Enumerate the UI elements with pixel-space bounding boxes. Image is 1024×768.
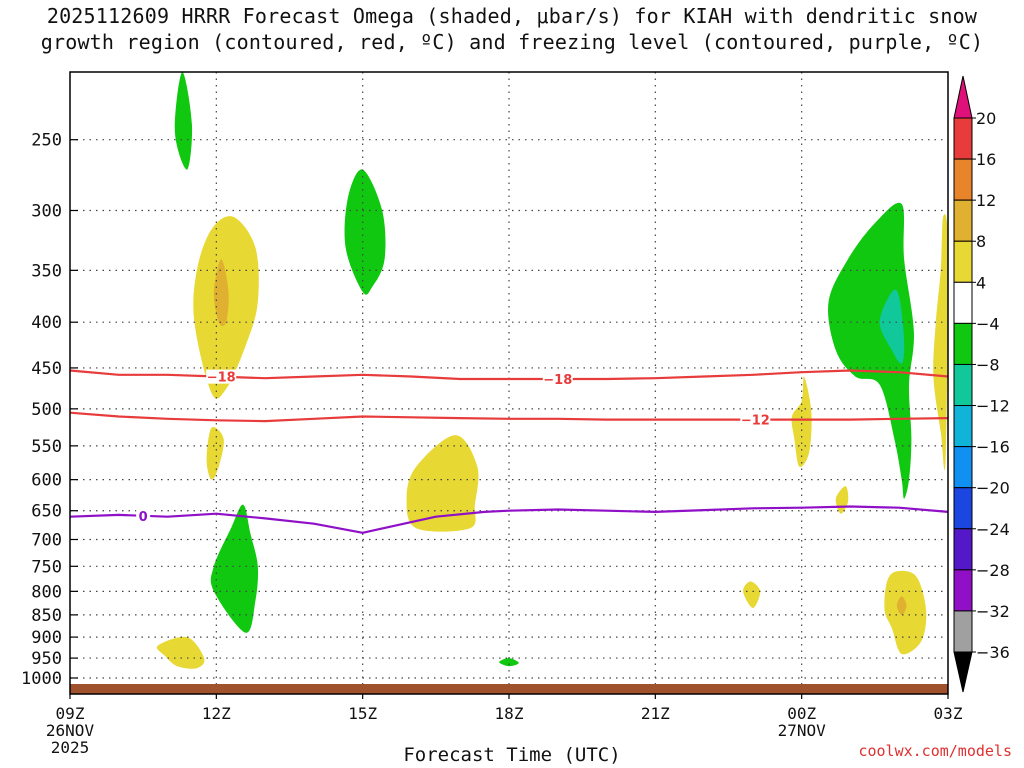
x-tick-label-03Z: 03Z xyxy=(934,704,963,723)
colorbar-label-0: 20 xyxy=(976,109,996,128)
omega-region-2 xyxy=(174,72,193,170)
colorbar-swatch-6 xyxy=(953,363,973,407)
contour--12 xyxy=(69,411,949,423)
x-tick-date-09Z: 26NOV xyxy=(46,721,95,740)
x-tick-label-00Z: 00Z xyxy=(787,704,816,723)
grid-lines xyxy=(70,72,948,694)
colorbar-label-1: 16 xyxy=(976,150,996,169)
omega-region-13 xyxy=(879,289,905,364)
colorbar-swatch-9 xyxy=(953,487,973,530)
x-tick-label-18Z: 18Z xyxy=(495,704,524,723)
contour-label--18: −18 xyxy=(207,371,236,386)
y-tick-label-300: 300 xyxy=(31,201,62,221)
colorbar-swatch-12 xyxy=(953,610,973,653)
colorbar-swatch-3 xyxy=(953,240,973,283)
omega-region-1 xyxy=(213,259,229,326)
y-tick-label-600: 600 xyxy=(31,471,62,491)
contour-label-0: 0 xyxy=(139,510,148,525)
omega-region-7 xyxy=(156,636,205,669)
omega-region-16 xyxy=(933,214,948,470)
omega-region-11 xyxy=(743,581,761,608)
colorbar-swatch-4 xyxy=(953,281,973,324)
x-tick-date-00Z: 27NOV xyxy=(778,721,827,740)
omega-region-5 xyxy=(406,435,479,532)
omega-region-15 xyxy=(896,596,907,615)
colorbar-label-5: −4 xyxy=(976,314,1000,333)
x-tick-label-21Z: 21Z xyxy=(641,704,670,723)
x-tick-label-15Z: 15Z xyxy=(348,704,377,723)
chart-title-line-1: 2025112609 HRRR Forecast Omega (shaded, … xyxy=(46,4,978,28)
pressure-axis: 2503003504004505005506006507007508008509… xyxy=(21,131,78,689)
y-tick-label-450: 450 xyxy=(31,359,62,379)
contour-label--18: −18 xyxy=(543,373,572,388)
colorbar-label-7: −12 xyxy=(976,397,1010,416)
colorbar-bottom-arrow xyxy=(953,651,973,693)
y-tick-label-500: 500 xyxy=(31,400,62,420)
omega-region-8 xyxy=(499,658,519,667)
colorbar-label-9: −20 xyxy=(976,479,1010,498)
omega-region-9 xyxy=(791,376,812,467)
colorbar-swatch-7 xyxy=(953,405,973,448)
colorbar-top-arrow xyxy=(953,75,973,119)
x-tick-label-09Z: 09Z xyxy=(56,704,85,723)
y-tick-label-400: 400 xyxy=(31,313,62,333)
omega-region-12 xyxy=(828,202,914,499)
y-tick-label-550: 550 xyxy=(31,437,62,457)
y-tick-label-1000: 1000 xyxy=(21,669,62,689)
source-credit[interactable]: coolwx.com/models xyxy=(858,742,1012,760)
ground-bar xyxy=(70,684,948,694)
omega-region-3 xyxy=(344,169,386,295)
y-tick-label-850: 850 xyxy=(31,606,62,626)
colorbar-swatch-2 xyxy=(953,199,973,242)
colorbar-swatch-11 xyxy=(953,569,973,612)
contour-label-bg--18-0 xyxy=(206,369,237,384)
colorbar-label-3: 8 xyxy=(976,232,986,251)
colorbar-label-8: −16 xyxy=(976,438,1010,457)
contour-label--12: −12 xyxy=(741,414,770,429)
colorbar-label-10: −24 xyxy=(976,520,1010,539)
y-tick-label-350: 350 xyxy=(31,261,62,281)
y-tick-label-650: 650 xyxy=(31,502,62,522)
contour-0 xyxy=(69,505,949,534)
plot-frame xyxy=(69,71,949,695)
colorbar-label-13: −36 xyxy=(976,643,1010,662)
colorbar-label-12: −32 xyxy=(976,602,1010,621)
y-tick-label-700: 700 xyxy=(31,531,62,551)
y-tick-label-800: 800 xyxy=(31,582,62,602)
colorbar-label-4: 4 xyxy=(976,273,986,292)
y-tick-label-250: 250 xyxy=(31,131,62,151)
omega-colorbar: 20 16 12 8 4 −4 −8 −12 −16 −20 −24 −28 −32 −36 xyxy=(953,75,1010,693)
colorbar-label-6: −8 xyxy=(976,355,1000,374)
colorbar-label-2: 12 xyxy=(976,191,996,210)
x-tick-label-12Z: 12Z xyxy=(202,704,231,723)
omega-region-14 xyxy=(884,570,927,655)
x-axis-label: Forecast Time (UTC) xyxy=(403,744,621,766)
omega-region-4 xyxy=(206,426,224,480)
colorbar-swatch-5 xyxy=(953,322,973,365)
colorbar-swatch-10 xyxy=(953,528,973,571)
y-tick-label-900: 900 xyxy=(31,628,62,648)
y-tick-label-750: 750 xyxy=(31,557,62,577)
colorbar-swatch-8 xyxy=(953,446,973,489)
omega-region-10 xyxy=(835,486,849,514)
contour-label-bg--12-0 xyxy=(740,412,771,427)
temperature-contours: −18 −18 −12 0 xyxy=(69,369,949,534)
colorbar-swatch-0 xyxy=(953,117,973,160)
ground-surface xyxy=(70,684,948,694)
y-tick-label-950: 950 xyxy=(31,649,62,669)
chart-title-line-2: growth region (contoured, red, ºC) and f… xyxy=(40,30,984,54)
omega-region-6 xyxy=(210,504,259,633)
colorbar-label-11: −28 xyxy=(976,561,1010,580)
contour-label-bg-0-0 xyxy=(136,508,151,523)
colorbar-swatch-1 xyxy=(953,158,973,201)
contour-label-bg--18-1 xyxy=(542,371,573,386)
x-tick-year-09Z: 2025 xyxy=(51,738,90,757)
